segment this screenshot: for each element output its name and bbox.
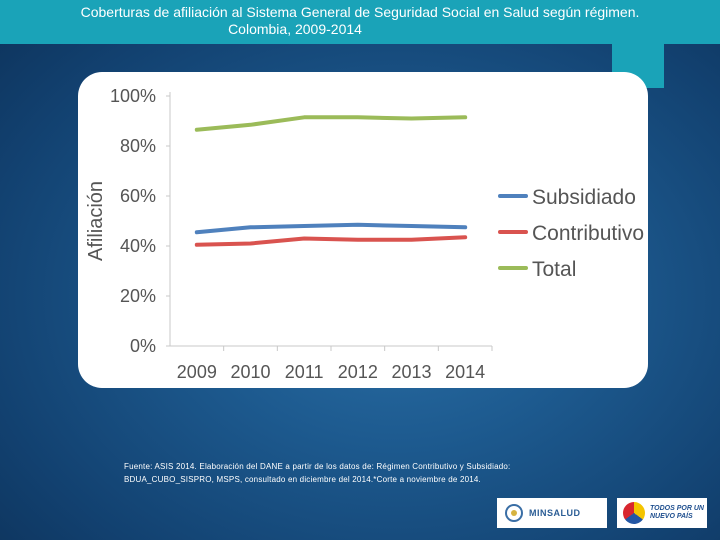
series-line-total — [194, 115, 468, 132]
x-tick-label: 2012 — [338, 362, 378, 382]
nuevo-pais-logo-text: TODOS POR UN NUEVO PAÍS — [650, 505, 704, 521]
y-tick-label: 100% — [110, 86, 156, 106]
logo-line-1: TODOS POR UN — [650, 505, 704, 512]
title-line-2: Colombia, 2009-2014 — [228, 21, 362, 37]
logo-line-2: NUEVO PAÍS — [650, 513, 693, 520]
series-line-subsidiado — [194, 222, 468, 235]
x-tick-label: 2010 — [230, 362, 270, 382]
coat-of-arms-icon — [505, 504, 523, 522]
x-tick-label: 2009 — [177, 362, 217, 382]
y-tick-label: 80% — [120, 136, 156, 156]
x-tick-label: 2014 — [445, 362, 485, 382]
source-line-1: Fuente: ASIS 2014. Elaboración del DANE … — [124, 462, 511, 471]
y-tick-label: 40% — [120, 236, 156, 256]
title-line-1: Coberturas de afiliación al Sistema Gene… — [80, 4, 640, 20]
source-line-2: BDUA_CUBO_SISPRO, MSPS, consultado en di… — [124, 475, 481, 484]
minsalud-logo-text: MINSALUD — [529, 508, 581, 518]
legend-label-contributivo: Contributivo — [532, 222, 644, 245]
legend-label-subsidiado: Subsidiado — [532, 186, 636, 209]
chart-card: 0% 20% 40% 60% 80% 100% 2009 2010 2011 2012 2013 20… — [78, 72, 648, 388]
nuevo-pais-logo: TODOS POR UN NUEVO PAÍS — [617, 498, 707, 528]
x-tick-label: 2013 — [391, 362, 431, 382]
y-tick-label: 0% — [130, 336, 156, 356]
y-tick-label: 20% — [120, 286, 156, 306]
flag-swirl-icon — [623, 502, 645, 524]
x-tick-label: 2011 — [285, 362, 324, 382]
y-axis-title: Afiliación — [85, 181, 107, 261]
source-note: Fuente: ASIS 2014. Elaboración del DANE … — [124, 460, 564, 486]
y-tick-label: 60% — [120, 186, 156, 206]
legend-label-total: Total — [532, 258, 576, 281]
series-line-contributivo — [194, 235, 468, 247]
line-chart: 0% 20% 40% 60% 80% 100% 2009 2010 2011 2012 2013 20… — [85, 86, 644, 382]
minsalud-logo: MINSALUD — [497, 498, 607, 528]
slide-title: Coberturas de afiliación al Sistema Gene… — [0, 0, 720, 44]
